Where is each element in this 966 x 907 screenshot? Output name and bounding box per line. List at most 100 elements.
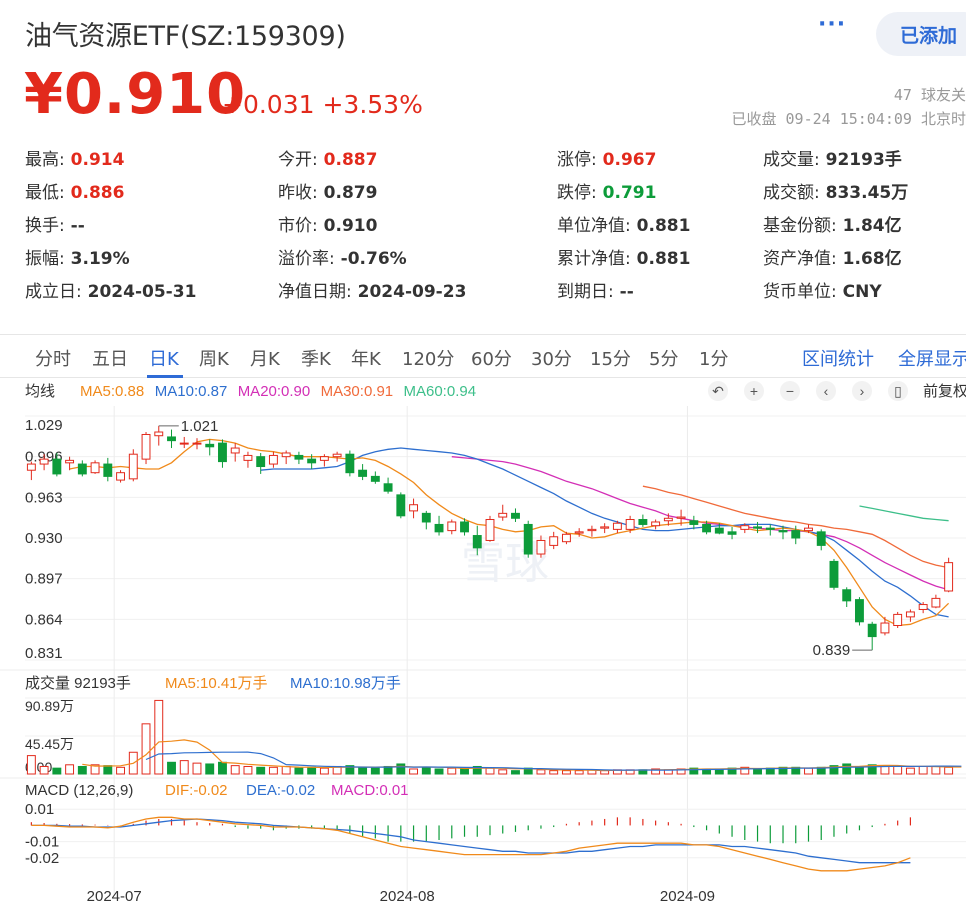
candle-body	[154, 431, 164, 437]
quote-value: --	[64, 216, 85, 236]
quote-label: 跌停:	[557, 183, 597, 203]
quote-value: --	[613, 282, 634, 302]
more-options-icon[interactable]: ···	[818, 12, 847, 37]
tab-8[interactable]: 60分	[471, 349, 512, 370]
candle-body	[523, 523, 533, 555]
volume-bar	[447, 767, 457, 775]
follower-count[interactable]: 47 球友关	[893, 86, 966, 104]
candle-body	[778, 530, 788, 533]
candle-body	[931, 597, 941, 608]
quote-value: 2024-09-23	[351, 282, 467, 302]
candle-body	[167, 436, 176, 442]
volume-bar	[52, 767, 62, 775]
kline-chart[interactable]: 均线 MA5:0.88 MA10:0.87 MA20:0.90 MA30:0.91 MA6…	[0, 378, 966, 907]
quote-label: 溢价率:	[278, 249, 335, 269]
quote-value: 0.967	[596, 150, 657, 170]
volume-bar	[218, 761, 227, 775]
volume-bar	[319, 767, 329, 775]
quote-value: -0.76%	[334, 249, 407, 269]
tab-10[interactable]: 15分	[590, 349, 631, 370]
candle-body	[218, 442, 227, 463]
candle-body	[472, 535, 482, 549]
quote-col2-row-4: 净值日期: 2024-09-23	[278, 277, 466, 302]
candle-body	[765, 527, 775, 530]
volume-bar	[116, 766, 125, 775]
candle-body	[65, 459, 75, 464]
tab-9[interactable]: 30分	[531, 349, 572, 370]
quote-col4-row-3: 资产净值: 1.68亿	[763, 244, 902, 269]
candle-body	[116, 472, 125, 481]
tab-4[interactable]: 月K	[250, 349, 280, 370]
quote-value: 0.887	[317, 150, 378, 170]
candle-body	[905, 611, 915, 618]
tab-1[interactable]: 五日	[92, 349, 128, 370]
candle-body	[268, 454, 278, 465]
volume-bar	[574, 770, 584, 775]
candle-body	[294, 454, 304, 460]
x-axis-label: 2024-09	[660, 888, 715, 905]
volume-bar	[931, 765, 941, 775]
candle-body	[740, 525, 750, 530]
range-stats-button[interactable]: 区间统计	[802, 349, 874, 370]
tab-6[interactable]: 年K	[351, 349, 381, 370]
quote-value: 833.45万	[819, 183, 909, 203]
quote-col3-row-0: 涨停: 0.967	[557, 145, 656, 170]
quote-col3-row-1: 跌停: 0.791	[557, 178, 656, 203]
price-axis-label: 0.864	[25, 611, 63, 628]
quote-value: 0.910	[317, 216, 378, 236]
quote-label: 最低:	[25, 183, 65, 203]
volume-bar	[842, 763, 852, 775]
macd-legend: MACD (12,26,9)	[25, 782, 133, 799]
tab-7[interactable]: 120分	[402, 349, 455, 370]
quote-col2-row-0: 今开: 0.887	[278, 145, 377, 170]
ma30-line	[642, 485, 949, 569]
volume-bar	[829, 765, 839, 775]
quote-value: CNY	[836, 282, 882, 302]
quote-col3-row-3: 累计净值: 0.881	[557, 244, 690, 269]
price-axis-label: 0.930	[25, 530, 63, 547]
quote-label: 货币单位:	[763, 282, 837, 302]
tab-3[interactable]: 周K	[199, 349, 229, 370]
candle-body	[421, 512, 431, 523]
quote-col1-row-4: 成立日: 2024-05-31	[25, 277, 196, 302]
macd-dea-legend: DEA:-0.02	[246, 782, 315, 799]
volume-bar	[867, 764, 877, 775]
candle-body	[549, 536, 559, 546]
fullscreen-button[interactable]: 全屏显示	[898, 349, 966, 370]
ma60-line	[859, 505, 949, 522]
candle-body	[281, 452, 291, 458]
tab-11[interactable]: 5分	[649, 349, 679, 370]
volume-legend: 成交量 92193手	[25, 674, 131, 692]
quote-value: 0.914	[64, 150, 125, 170]
volume-bar	[370, 767, 380, 775]
volume-bar	[421, 766, 431, 775]
candle-body	[77, 463, 87, 475]
volume-bar	[154, 699, 164, 775]
quote-col4-row-4: 货币单位: CNY	[763, 277, 882, 302]
tab-5[interactable]: 季K	[301, 349, 331, 370]
volume-bar	[536, 769, 546, 775]
quote-col1-row-1: 最低: 0.886	[25, 178, 124, 203]
macd-axis-label: -0.02	[25, 850, 59, 867]
price-axis-label: 0.897	[25, 571, 63, 588]
tab-12[interactable]: 1分	[699, 349, 729, 370]
volume-bar	[485, 767, 495, 775]
tab-0[interactable]: 分时	[35, 349, 71, 370]
candle-body	[256, 456, 266, 468]
chart-tool-glyph: −	[786, 383, 794, 399]
volume-bar	[778, 766, 788, 775]
quote-value: 3.19%	[64, 249, 130, 269]
volume-bar	[511, 770, 520, 775]
added-watchlist-button[interactable]: 已添加	[876, 12, 966, 56]
quote-value: 0.879	[317, 183, 378, 203]
tab-2[interactable]: 日K	[149, 349, 179, 370]
volume-bar	[753, 768, 762, 775]
quote-label: 成立日:	[25, 282, 82, 302]
volume-bar	[561, 770, 571, 775]
quote-label: 净值日期:	[278, 282, 352, 302]
candle-body	[829, 560, 839, 588]
quote-label: 今开:	[278, 150, 318, 170]
candle-body	[855, 599, 864, 623]
volume-bar	[167, 761, 176, 775]
candle-body	[498, 512, 508, 518]
